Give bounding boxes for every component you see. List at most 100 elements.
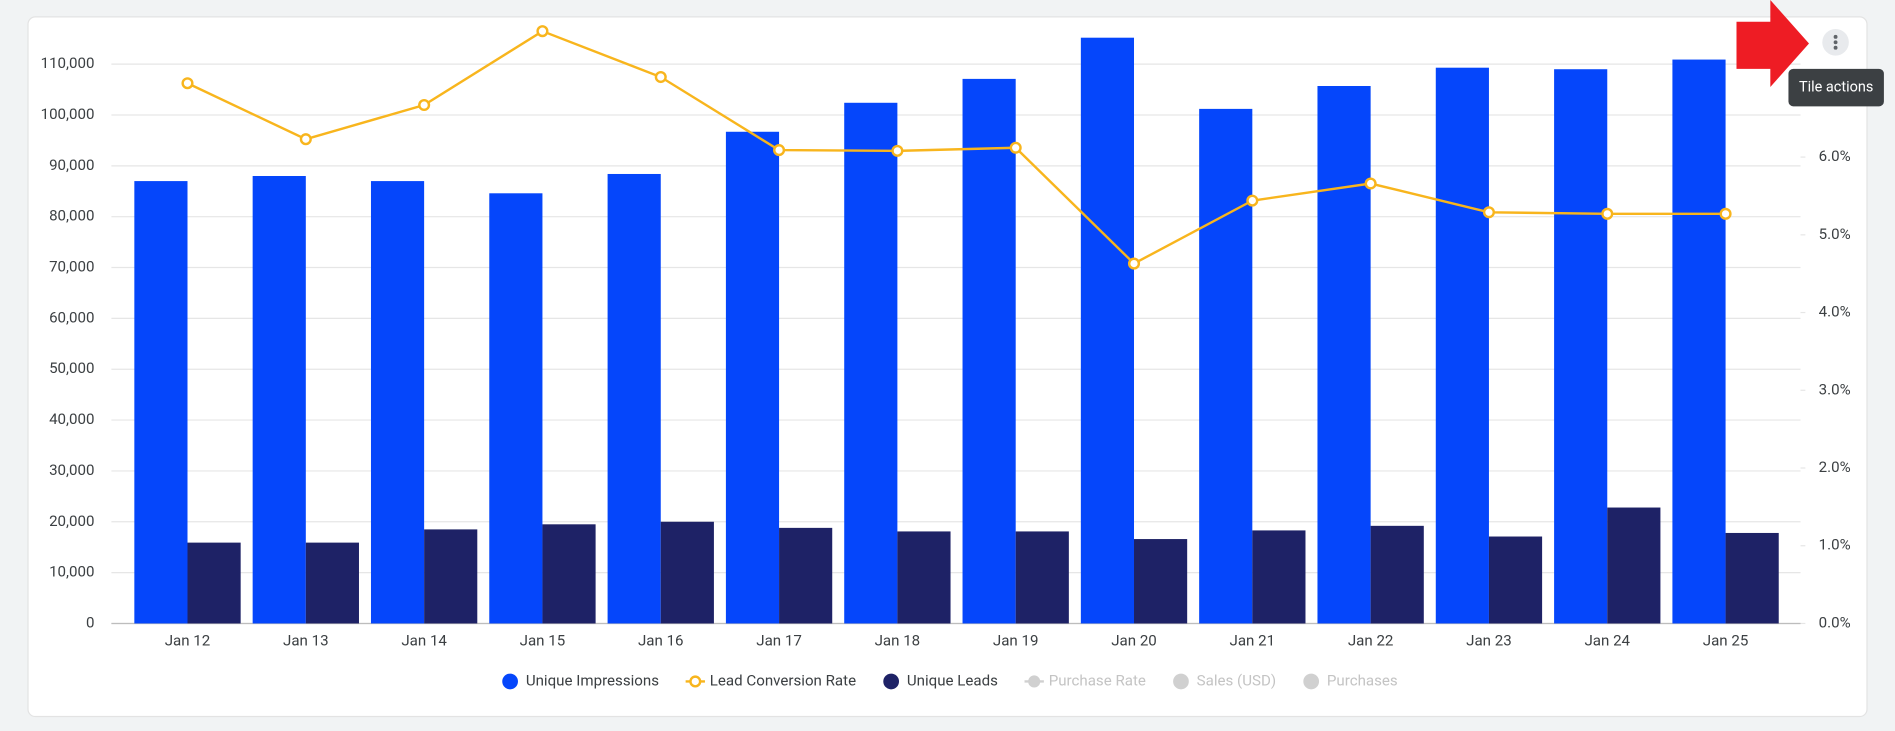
y2-tick-label: 1.0% [1819,536,1851,554]
bar [1672,59,1726,624]
y-tick-label: 70,000 [49,258,94,276]
y-tick-label: 0 [86,613,94,631]
tooltip-bg [1788,68,1884,107]
y2-tick-label: 2.0% [1819,458,1851,476]
y-tick-label: 100,000 [41,105,95,123]
bar [725,131,780,624]
y-tick-label: 10,000 [49,563,94,581]
x-tick-label: Jan 22 [1348,632,1394,650]
y-tick-label: 30,000 [49,461,94,479]
bar [1725,532,1779,624]
y2-tick-label: 3.0% [1819,380,1851,398]
plot-area: 0 10,000 20,000 30,000 40,000 50,000 60,000 70,… [41,25,1851,650]
x-tick-label: Jan 24 [1584,632,1630,650]
y2-tick-label: 6.0% [1819,147,1851,165]
x-tick-label: Jan 15 [520,632,566,650]
bar [305,542,359,624]
y-tick-label: 90,000 [49,156,94,174]
bar [1015,531,1069,624]
bar [370,181,425,624]
menu-dot [1833,40,1838,45]
bar [489,193,543,624]
x-tick-label: Jan 12 [165,632,211,650]
line-point [1246,194,1259,207]
line-point [536,25,549,38]
legend-swatch [502,673,518,690]
legend-label: Lead Conversion Rate [710,671,856,689]
legend-swatch [689,675,702,688]
bar [1554,69,1608,624]
x-tick-label: Jan 21 [1230,632,1276,650]
bar [1317,86,1371,624]
bar [187,542,241,624]
bar [1607,507,1661,624]
bar [660,521,714,624]
line-point [1127,257,1141,270]
line-point [1009,141,1022,154]
bar [1252,530,1306,624]
y-tick-label: 40,000 [49,410,94,428]
y-tick-label: 110,000 [41,54,95,72]
x-tick-label: Jan 23 [1466,632,1512,650]
y-tick-label: 50,000 [49,359,94,377]
legend-label: Sales (USD) [1197,671,1276,689]
bar [1370,525,1424,624]
line-point [1482,206,1495,219]
bar [424,529,478,624]
line [186,29,1726,266]
bar [897,531,951,624]
bar [1134,539,1188,624]
x-tick-label: Jan 13 [283,632,329,650]
legend-swatch [883,673,900,690]
y-tick-label: 80,000 [49,207,94,225]
legend-label: Unique Impressions [526,671,659,689]
legend-swatch [1028,675,1041,688]
line-point [1719,207,1732,220]
bar [607,173,661,624]
line-point [1601,207,1614,220]
x-tick-label: Jan 20 [1111,632,1157,650]
y2-tick-label: 0.0% [1819,613,1851,631]
y-tick-label: 60,000 [49,308,94,326]
red-arrow [1736,0,1809,87]
legend-item[interactable]: Unique Impressions [502,671,659,689]
tooltip-text: Tile actions [1799,78,1873,95]
line-point [773,144,786,157]
legend-label: Purchase Rate [1049,671,1146,689]
legend-item[interactable]: Purchases [1303,671,1398,689]
legend-item[interactable]: Purchase Rate [1024,671,1146,689]
legend-label: Purchases [1327,671,1398,689]
x-tick-label: Jan 25 [1703,632,1749,650]
bar [1488,536,1543,624]
x-tick-label: Jan 18 [875,632,921,650]
y2-tick-label: 5.0% [1819,225,1851,243]
legend-item[interactable]: Sales (USD) [1173,671,1276,689]
line-point [299,133,312,146]
legend: Unique Impressions Lead Conversion Rate Un… [502,671,1398,689]
bar [779,527,833,624]
bar [844,102,898,624]
x-tick-label: Jan 14 [401,632,447,650]
bar [542,524,596,624]
tile-actions-button[interactable] [1822,28,1849,56]
bar [134,181,188,624]
legend-item[interactable]: Lead Conversion Rate [685,671,856,689]
bar [1199,108,1253,624]
tooltip: Tile actions [1788,68,1884,107]
menu-dot [1833,34,1838,39]
line-point [418,98,431,112]
x-tick-label: Jan 17 [756,632,802,650]
bar [252,176,306,624]
y-tick-label: 20,000 [49,512,94,530]
line-point [1364,177,1377,190]
bar [1080,37,1135,624]
legend-label: Unique Leads [907,671,998,689]
bar [1435,67,1489,624]
legend-item[interactable]: Unique Leads [883,671,998,689]
line-point [891,144,904,157]
y2-tick-label: 4.0% [1819,303,1851,321]
x-tick-label: Jan 16 [638,632,684,650]
legend-swatch [1173,673,1189,690]
